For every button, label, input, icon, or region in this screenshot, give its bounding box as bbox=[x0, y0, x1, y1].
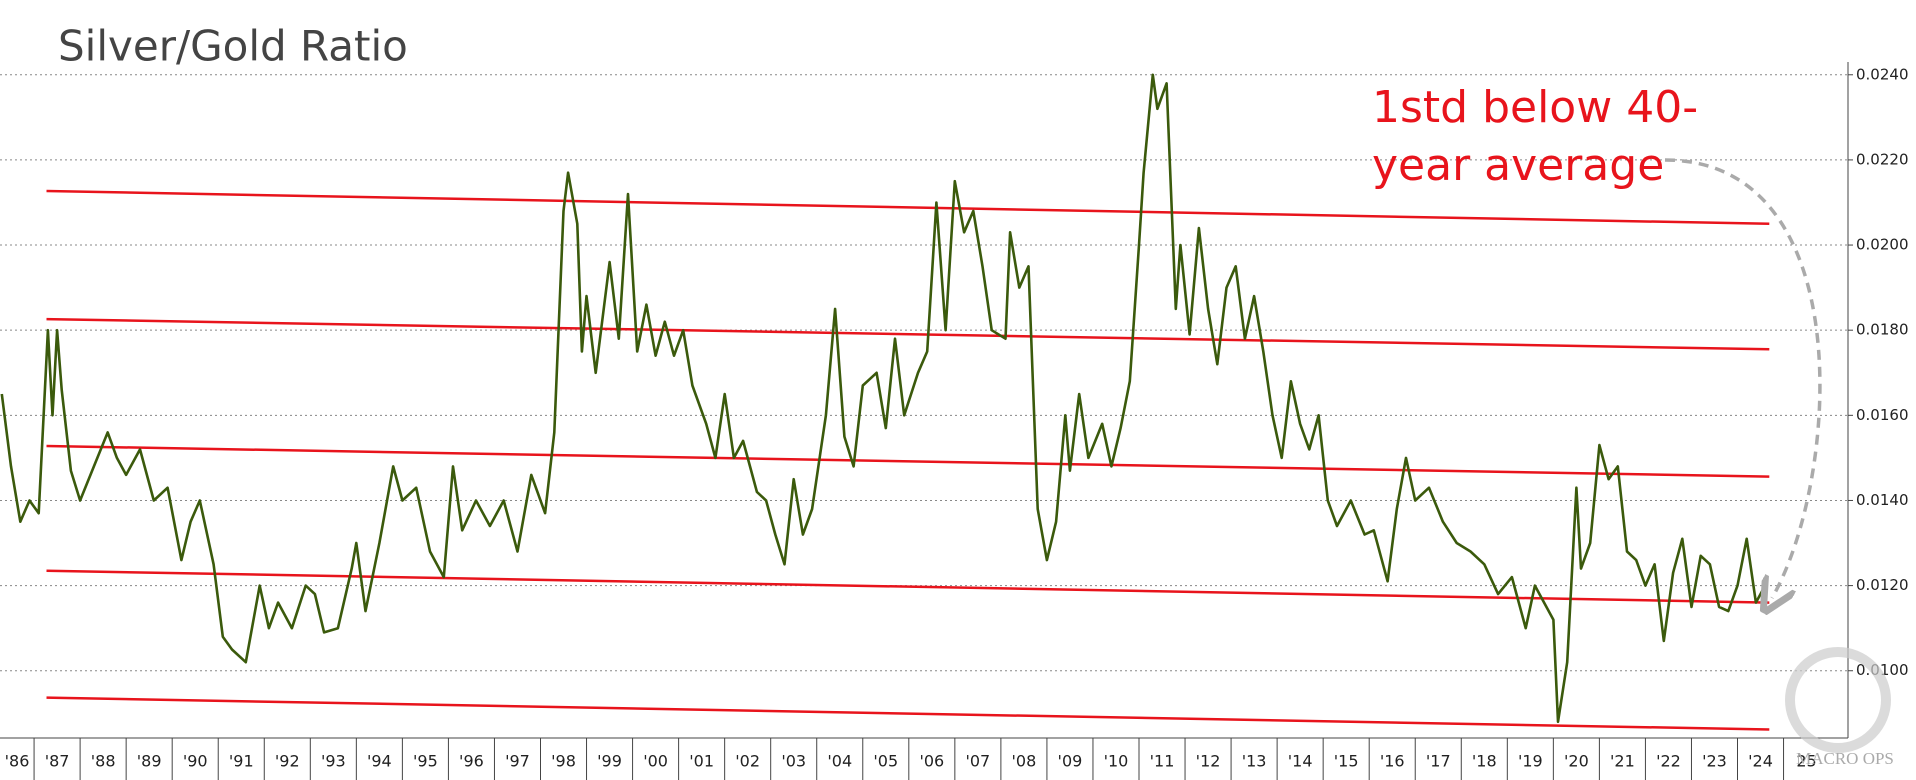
x-tick-label: '88 bbox=[91, 752, 116, 771]
x-tick-label: '92 bbox=[275, 752, 300, 771]
x-tick-label: '23 bbox=[1702, 752, 1727, 771]
chart-title: Silver/Gold Ratio bbox=[58, 22, 408, 71]
y-tick-label: 0.0140 bbox=[1856, 491, 1909, 509]
x-tick-label: '05 bbox=[873, 752, 898, 771]
y-tick-label: 0.0240 bbox=[1856, 65, 1909, 83]
x-tick-label: '09 bbox=[1058, 752, 1083, 771]
x-tick-label: '03 bbox=[781, 752, 806, 771]
x-tick-label: '91 bbox=[229, 752, 254, 771]
x-tick-label: '90 bbox=[183, 752, 208, 771]
x-tick-label: '11 bbox=[1150, 752, 1175, 771]
x-tick-label: '89 bbox=[137, 752, 162, 771]
x-tick-label: '21 bbox=[1610, 752, 1635, 771]
band-line bbox=[46, 189, 1770, 226]
x-tick-label: '22 bbox=[1656, 752, 1681, 771]
watermark-logo bbox=[1785, 647, 1891, 753]
x-tick-label: '06 bbox=[919, 752, 944, 771]
x-tick-label: '96 bbox=[459, 752, 484, 771]
x-tick-label: '02 bbox=[735, 752, 760, 771]
x-tick-label: '93 bbox=[321, 752, 346, 771]
y-tick-label: 0.0160 bbox=[1856, 406, 1909, 424]
x-tick-label: '24 bbox=[1748, 752, 1773, 771]
y-tick-label: 0.0200 bbox=[1856, 236, 1909, 254]
x-tick-label: '94 bbox=[367, 752, 392, 771]
band-line bbox=[46, 317, 1770, 351]
annotation-arrow bbox=[1664, 158, 1822, 598]
x-tick-label: '99 bbox=[597, 752, 622, 771]
x-tick-label: '98 bbox=[551, 752, 576, 771]
x-tick-label: '13 bbox=[1242, 752, 1267, 771]
x-tick-label: '15 bbox=[1334, 752, 1359, 771]
x-tick-label: '86 bbox=[5, 752, 30, 771]
y-tick-label: 0.0120 bbox=[1856, 576, 1909, 594]
x-tick-label: '14 bbox=[1288, 752, 1313, 771]
x-tick-label: '12 bbox=[1196, 752, 1221, 771]
band-line bbox=[46, 444, 1770, 478]
watermark: MACRO OPS bbox=[1796, 749, 1894, 768]
x-tick-label: '00 bbox=[643, 752, 668, 771]
x-tick-label: '10 bbox=[1104, 752, 1129, 771]
x-tick-label: '18 bbox=[1472, 752, 1497, 771]
x-tick-label: '07 bbox=[965, 752, 990, 771]
x-tick-label: '08 bbox=[1012, 752, 1037, 771]
x-tick-label: '97 bbox=[505, 752, 530, 771]
x-tick-label: '19 bbox=[1518, 752, 1543, 771]
band-line bbox=[46, 696, 1770, 731]
x-tick-label: '17 bbox=[1426, 752, 1451, 771]
annotation: year average bbox=[1372, 140, 1664, 191]
annotation: 1std below 40- bbox=[1372, 82, 1698, 133]
y-tick-label: 0.0180 bbox=[1856, 321, 1909, 339]
band-line bbox=[46, 569, 1770, 604]
x-tick-label: '04 bbox=[827, 752, 852, 771]
x-tick-label: '87 bbox=[45, 752, 70, 771]
data-line bbox=[0, 73, 1767, 724]
x-tick-label: 25 bbox=[1796, 752, 1816, 771]
x-tick-label: '01 bbox=[689, 752, 714, 771]
y-tick-label: 0.0220 bbox=[1856, 150, 1909, 168]
x-tick-label: '20 bbox=[1564, 752, 1589, 771]
x-tick-label: '95 bbox=[413, 752, 438, 771]
x-tick-label: '16 bbox=[1380, 752, 1405, 771]
